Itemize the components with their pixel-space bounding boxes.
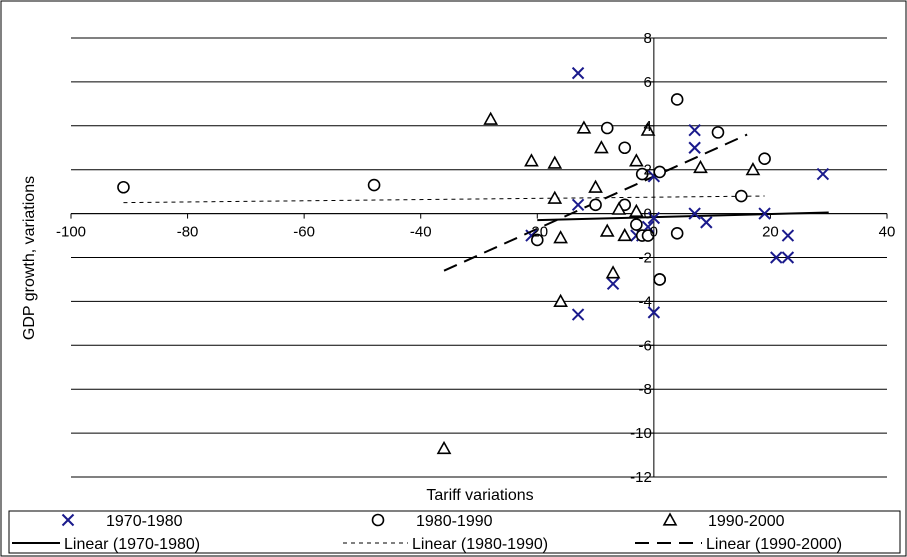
y-tick-label: -12 bbox=[630, 469, 652, 486]
y-tick-label: 6 bbox=[644, 74, 652, 91]
legend-marker-2 bbox=[371, 513, 385, 527]
point-series-1 bbox=[571, 66, 585, 80]
point-series-3 bbox=[617, 227, 633, 242]
y-tick-label: 4 bbox=[644, 118, 652, 135]
point-series-3 bbox=[576, 120, 592, 134]
trendline bbox=[537, 211, 829, 222]
trendline bbox=[123, 195, 765, 204]
legend-trend-label-1: Linear (1970-1980) bbox=[64, 536, 200, 553]
point-series-3 bbox=[629, 203, 644, 218]
legend-marker-3 bbox=[662, 512, 678, 526]
point-series-1 bbox=[781, 251, 795, 264]
point-series-1 bbox=[770, 251, 783, 264]
legend-label-2: 1980-1990 bbox=[416, 513, 493, 530]
point-series-1 bbox=[647, 211, 661, 225]
y-tick-label: -10 bbox=[630, 425, 652, 442]
point-series-2 bbox=[635, 167, 649, 181]
legend-label-1: 1970-1980 bbox=[106, 513, 183, 530]
y-axis-title: GDP growth, variations bbox=[21, 176, 38, 340]
point-series-1 bbox=[816, 167, 830, 181]
point-series-3 bbox=[436, 440, 452, 455]
point-series-2 bbox=[653, 273, 666, 286]
point-series-3 bbox=[547, 155, 563, 169]
legend-label-3: 1990-2000 bbox=[708, 513, 785, 530]
x-tick-label: 40 bbox=[879, 224, 896, 241]
point-series-3 bbox=[640, 122, 656, 136]
point-series-3 bbox=[629, 153, 644, 167]
point-series-1 bbox=[688, 123, 701, 137]
x-tick-label: -40 bbox=[410, 224, 432, 241]
point-series-2 bbox=[670, 93, 684, 106]
point-series-3 bbox=[693, 159, 708, 174]
point-series-1 bbox=[781, 229, 795, 242]
point-series-1 bbox=[688, 141, 701, 154]
y-tick-label: 2 bbox=[644, 162, 652, 179]
y-tick-label: -8 bbox=[639, 381, 652, 398]
point-series-2 bbox=[758, 152, 771, 166]
x-tick-label: -60 bbox=[293, 224, 315, 241]
legend-trend-label-3: Linear (1990-2000) bbox=[706, 536, 842, 553]
point-series-2 bbox=[367, 178, 381, 192]
y-tick-label: 8 bbox=[644, 30, 652, 47]
point-series-3 bbox=[594, 140, 609, 154]
point-series-3 bbox=[599, 223, 615, 237]
x-tick-label: -100 bbox=[56, 224, 86, 241]
point-series-3 bbox=[483, 111, 499, 125]
point-series-2 bbox=[117, 180, 130, 194]
point-series-1 bbox=[647, 306, 661, 319]
x-tick-label: -80 bbox=[177, 224, 199, 241]
y-tick-label: -4 bbox=[639, 293, 652, 310]
point-series-2 bbox=[630, 218, 643, 231]
legend: 1970-1980 1980-1990 1990-2000 Linear (1970-… bbox=[12, 512, 842, 553]
legend-marker-1 bbox=[61, 513, 75, 527]
point-series-2 bbox=[734, 189, 748, 203]
point-series-1 bbox=[571, 198, 585, 212]
point-series-2 bbox=[653, 165, 666, 179]
point-series-2 bbox=[600, 121, 614, 135]
y-tick-label: -2 bbox=[639, 250, 652, 267]
legend-trend-label-2: Linear (1980-1990) bbox=[412, 536, 548, 553]
point-series-2 bbox=[711, 126, 725, 139]
x-tick-label: -20 bbox=[526, 224, 548, 241]
y-tick-label: -6 bbox=[639, 337, 652, 354]
point-series-1 bbox=[758, 207, 771, 220]
point-series-1 bbox=[606, 277, 620, 291]
data-points bbox=[117, 66, 830, 455]
point-series-1 bbox=[700, 216, 713, 229]
point-series-2 bbox=[670, 227, 684, 240]
point-series-3 bbox=[588, 179, 603, 193]
y-tick-label: 0 bbox=[644, 206, 652, 223]
point-series-3 bbox=[553, 293, 568, 308]
point-series-3 bbox=[611, 201, 627, 215]
x-tick-label: 20 bbox=[762, 224, 779, 241]
point-series-3 bbox=[553, 230, 568, 244]
x-tick-label: 0 bbox=[650, 224, 658, 241]
point-series-3 bbox=[745, 162, 761, 176]
legend-box bbox=[8, 510, 901, 554]
point-series-2 bbox=[641, 229, 655, 242]
point-series-3 bbox=[524, 153, 539, 167]
point-series-1 bbox=[688, 207, 701, 220]
point-series-2 bbox=[530, 233, 544, 247]
x-axis-title: Tariff variations bbox=[426, 487, 533, 504]
point-series-3 bbox=[605, 265, 621, 279]
point-series-2 bbox=[618, 141, 632, 155]
point-series-2 bbox=[589, 198, 602, 212]
point-series-3 bbox=[547, 190, 563, 204]
point-series-1 bbox=[571, 308, 585, 321]
